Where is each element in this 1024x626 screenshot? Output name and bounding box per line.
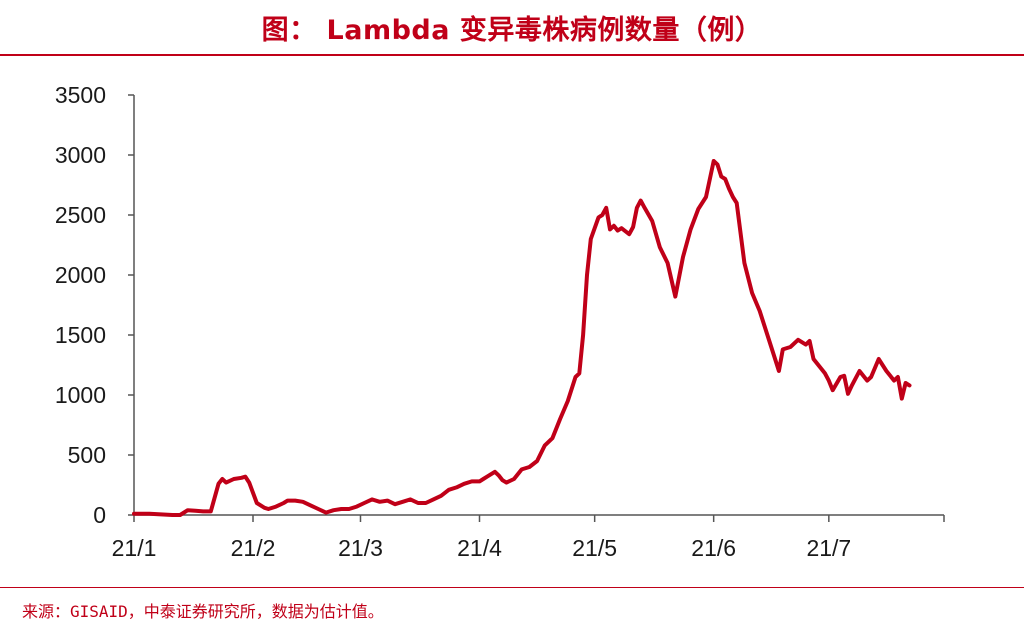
- x-tick-label: 21/3: [338, 535, 383, 561]
- x-tick-label: 21/4: [457, 535, 502, 561]
- y-tick-label: 1000: [55, 382, 106, 408]
- y-tick-label: 3500: [55, 82, 106, 108]
- y-tick-label: 3000: [55, 142, 106, 168]
- chart-title: 图： Lambda 变异毒株病例数量（例）: [261, 15, 763, 46]
- source-divider: [0, 587, 1024, 588]
- x-tick-label: 21/6: [691, 535, 736, 561]
- x-tick-label: 21/2: [231, 535, 276, 561]
- x-axis: 21/1 21/2 21/3 21/4 21/5 21/6 21/7: [112, 514, 945, 561]
- x-tick-label: 21/5: [572, 535, 617, 561]
- x-tick-label: 21/1: [112, 535, 157, 561]
- y-tick-label: 500: [68, 442, 106, 468]
- title-divider: [0, 54, 1024, 56]
- y-tick-label: 2000: [55, 262, 106, 288]
- y-tick-label: 0: [93, 502, 106, 528]
- y-axis: 0 500 1000 1500 2000 2500 3000 3500: [55, 82, 135, 528]
- source-note: 来源：GISAID，中泰证券研究所，数据为估计值。: [22, 602, 384, 621]
- y-tick-label: 1500: [55, 322, 106, 348]
- series-line: [132, 159, 912, 517]
- y-tick-label: 2500: [55, 202, 106, 228]
- x-tick-label: 21/7: [806, 535, 851, 561]
